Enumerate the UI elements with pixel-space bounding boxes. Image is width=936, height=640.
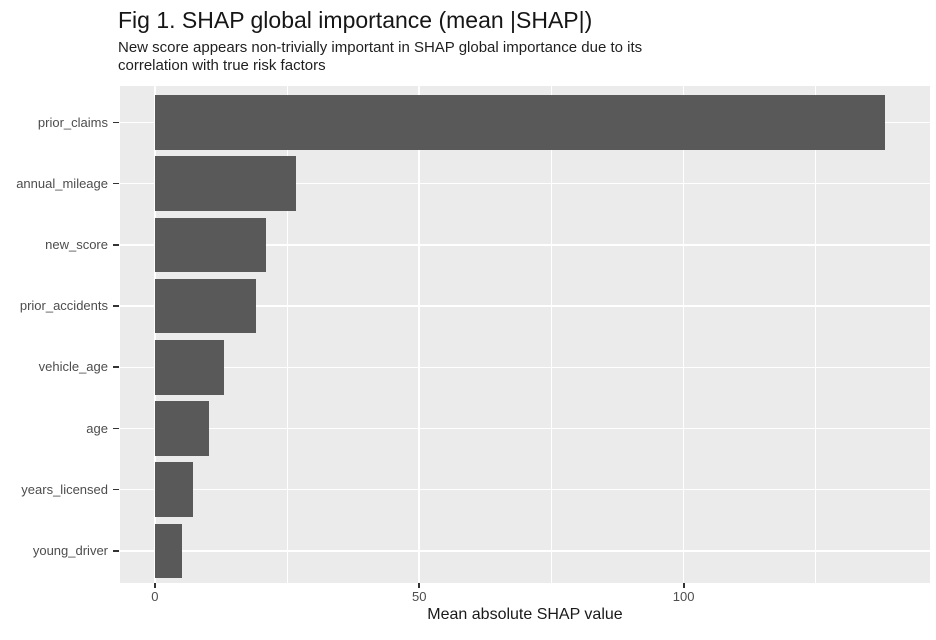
y-axis-tick bbox=[113, 488, 119, 491]
y-axis-tick bbox=[113, 366, 119, 369]
x-axis-tick-label: 0 bbox=[151, 589, 159, 604]
x-axis-title: Mean absolute SHAP value bbox=[427, 606, 623, 623]
x-axis-tick-label: 100 bbox=[672, 589, 695, 604]
bar-prior_claims bbox=[154, 95, 885, 150]
bar-annual_mileage bbox=[154, 156, 297, 211]
bar-prior_accidents bbox=[154, 278, 256, 334]
x-axis-tick bbox=[418, 583, 421, 588]
chart-subtitle-line-1: New score appears non-trivially importan… bbox=[118, 39, 643, 56]
bar-young_driver bbox=[154, 523, 183, 579]
category-gridline bbox=[120, 182, 930, 185]
bar-vehicle_age bbox=[154, 340, 225, 395]
y-axis-tick bbox=[113, 182, 119, 185]
y-axis-label-prior_claims: prior_claims bbox=[37, 114, 108, 130]
chart-subtitle-line-2: correlation with true risk factors bbox=[118, 57, 326, 74]
category-gridline bbox=[120, 366, 930, 369]
y-axis-tick bbox=[113, 427, 119, 430]
chart-subtitle: New score appears non-trivially importan… bbox=[118, 39, 642, 75]
y-axis-tick bbox=[113, 121, 119, 124]
bar-years_licensed bbox=[154, 462, 194, 517]
y-axis-label-annual_mileage: annual_mileage bbox=[16, 175, 108, 191]
y-axis-label-years_licensed: years_licensed bbox=[21, 481, 108, 497]
major-gridline bbox=[154, 86, 156, 583]
y-axis-label-vehicle_age: vehicle_age bbox=[38, 359, 108, 375]
minor-gridline bbox=[815, 86, 817, 583]
bar-age bbox=[154, 401, 209, 456]
minor-gridline bbox=[286, 86, 288, 583]
y-axis-label-new_score: new_score bbox=[45, 236, 108, 252]
y-axis-label-age: age bbox=[86, 420, 108, 436]
category-gridline bbox=[120, 305, 930, 307]
y-axis-label-young_driver: young_driver bbox=[32, 542, 108, 558]
category-gridline bbox=[120, 244, 930, 246]
category-gridline bbox=[120, 488, 930, 491]
category-gridline bbox=[120, 427, 930, 430]
chart-title: Fig 1. SHAP global importance (mean |SHA… bbox=[118, 7, 593, 33]
y-axis-tick bbox=[113, 549, 119, 552]
y-axis-tick bbox=[113, 243, 119, 246]
major-gridline bbox=[418, 86, 421, 583]
major-gridline bbox=[682, 86, 685, 583]
minor-gridline bbox=[550, 86, 552, 583]
y-axis-tick bbox=[113, 305, 119, 307]
x-axis-tick bbox=[682, 583, 685, 588]
bar-new_score bbox=[154, 217, 266, 273]
x-axis-tick bbox=[153, 583, 156, 588]
plot-panel bbox=[120, 86, 930, 583]
y-axis-label-prior_accidents: prior_accidents bbox=[19, 298, 108, 314]
x-axis-tick-label: 50 bbox=[412, 589, 427, 604]
category-gridline bbox=[120, 550, 930, 552]
